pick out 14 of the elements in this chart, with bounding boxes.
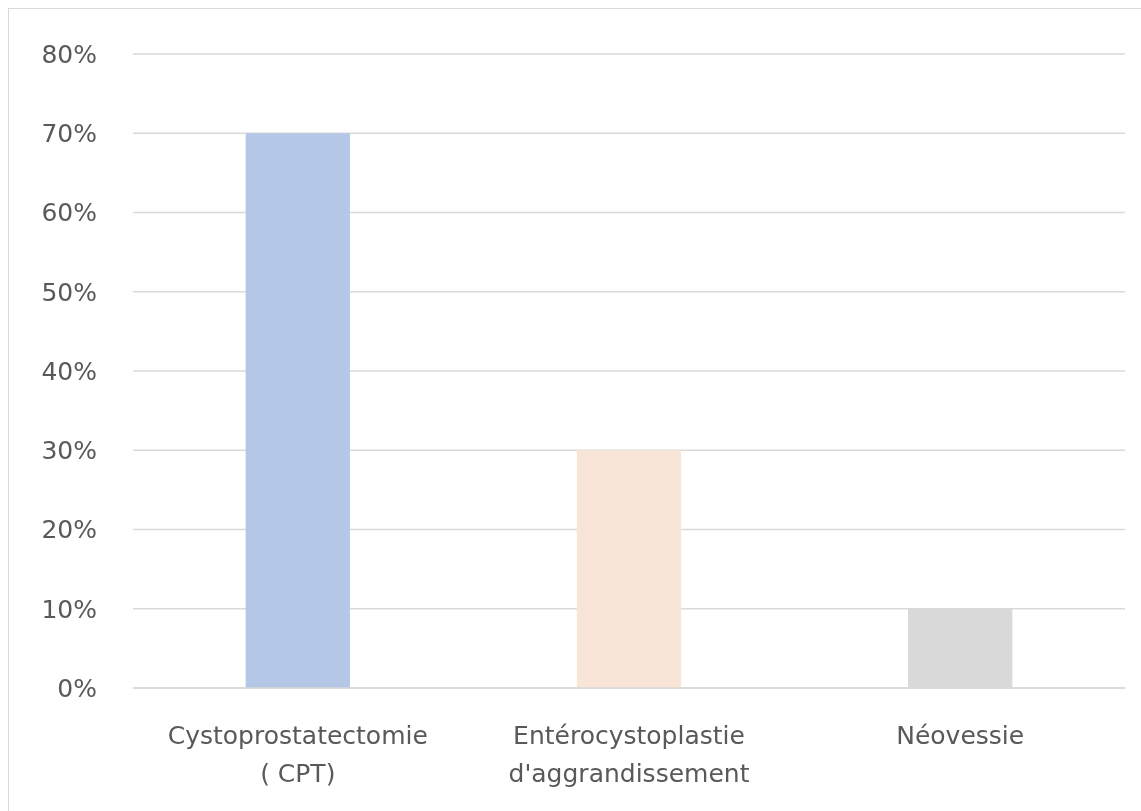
- y-tick-label: 70%: [41, 119, 97, 148]
- y-tick-label: 20%: [41, 515, 97, 545]
- y-tick-label: 50%: [41, 277, 97, 307]
- y-tick-label: 30%: [41, 436, 97, 465]
- x-tick-label: Cystoprostatectomie ( CPT): [167, 721, 428, 788]
- y-tick-label: 0%: [57, 673, 97, 703]
- y-tick-label: 10%: [41, 594, 97, 624]
- bar: [245, 133, 350, 688]
- bar: [576, 450, 682, 688]
- y-tick-label: 40%: [41, 356, 97, 386]
- x-tick-label: Entérocystoplastie d'aggrandissement: [508, 721, 750, 788]
- y-tick-label: 80%: [41, 39, 97, 69]
- y-tick-label: 60%: [41, 198, 97, 228]
- x-tick-label: Néovessie: [896, 721, 1025, 750]
